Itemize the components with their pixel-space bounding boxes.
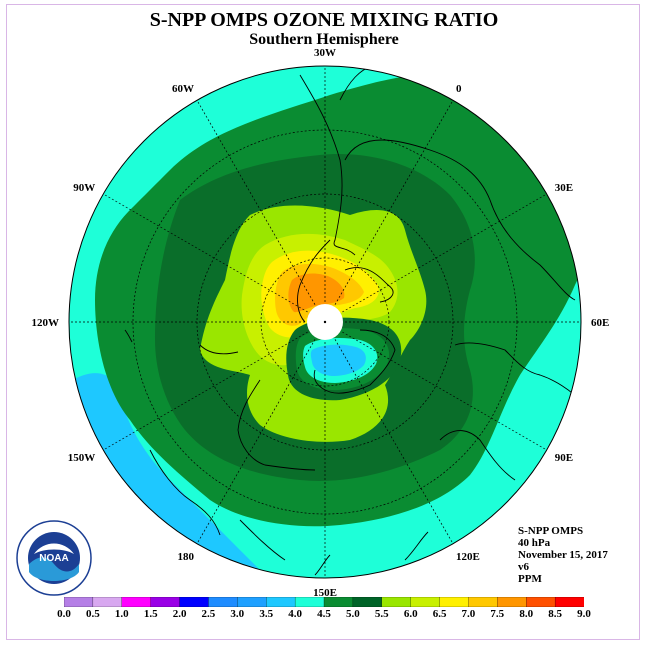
longitude-label: 120W [32, 317, 60, 329]
colorbar-tick-label: 4.0 [288, 608, 302, 620]
longitude-label: 0 [456, 83, 462, 95]
colorbar-tick-label: 5.5 [374, 608, 389, 620]
colorbar-tick-label: 0.5 [86, 608, 100, 620]
longitude-label: 60E [591, 317, 609, 329]
colorbar-swatch [410, 597, 441, 607]
colorbar-swatch [64, 597, 94, 607]
info-version: v6 [518, 561, 529, 573]
colorbar-swatch [150, 597, 181, 607]
meridian-line [196, 100, 326, 323]
meridian-line [324, 100, 454, 323]
colorbar-tick-label: 7.0 [461, 608, 476, 620]
colorbar-tick-label: 3.5 [259, 608, 274, 620]
colorbar-swatch [497, 597, 527, 607]
colorbar-labels: 0.0 0.5 1.0 1.5 2.0 2.5 3.0 3.5 4.0 4.5 5.0 5.5 6.0 6… [0, 608, 648, 622]
colorbar-tick-label: 1.5 [143, 608, 158, 620]
colorbar-tick-label: 9.0 [577, 608, 591, 620]
colorbar-tick-label: 4.5 [317, 608, 331, 620]
logo-wave [29, 557, 79, 581]
logo-bird [34, 543, 74, 554]
colorbar-tick-label: 8.0 [519, 608, 534, 620]
colorbar-swatch [468, 597, 498, 607]
figure-frame [6, 4, 640, 640]
ozone-field [69, 66, 581, 578]
longitude-label: 180 [178, 551, 195, 563]
colorbar-tick-label: 0.0 [57, 608, 71, 620]
ozone-ring-3.0 [310, 344, 366, 376]
info-level: 40 hPa [518, 537, 551, 549]
meridian-line [196, 321, 326, 544]
map-title: S-NPP OMPS OZONE MIXING RATIO [149, 9, 499, 31]
colorbar-tick-label: 1.0 [114, 608, 129, 620]
longitude-label: 90E [555, 452, 573, 464]
colorbar-swatch [294, 597, 325, 607]
colorbar-tick-label: 3.0 [230, 608, 245, 620]
colorbar-swatch [179, 597, 210, 607]
coastlines [124, 66, 581, 576]
colorbar-swatch [92, 597, 123, 607]
colorbar-swatch [526, 597, 556, 607]
longitude-labels: 90W 60W 30W 0 30E 60E 90E 120E 150E 180 150W 120W [32, 47, 610, 599]
map-boundary [68, 65, 582, 579]
colorbar-tick-label: 2.5 [201, 608, 216, 620]
colorbar-tick-label: 5.0 [346, 608, 360, 620]
meridian-line [324, 321, 547, 451]
colorbar-tick-label: 6.0 [403, 608, 418, 620]
longitude-label: 60W [172, 83, 194, 95]
colorbar-swatch [266, 597, 296, 607]
map-subtitle: Southern Hemisphere [249, 31, 399, 48]
meridian-line [103, 193, 326, 323]
meridian-line [103, 321, 326, 451]
colorbar-swatch [439, 597, 470, 607]
noaa-logo: NOAA [16, 520, 92, 596]
info-units: PPM [518, 573, 542, 585]
colorbar-swatch [554, 597, 584, 607]
colorbar-swatch [323, 597, 354, 607]
longitude-label: 120E [456, 551, 480, 563]
longitude-label: 30W [314, 47, 336, 59]
colorbar-swatch [381, 597, 412, 607]
south-pole-marker [323, 320, 327, 324]
longitude-label: 30E [555, 182, 573, 194]
colorbar-tick-label: 8.5 [548, 608, 562, 620]
logo-text: NOAA [39, 553, 68, 564]
longitude-label: 150W [68, 452, 96, 464]
longitude-label: 90W [73, 182, 95, 194]
colorbar-swatch [208, 597, 238, 607]
colorbar-tick-label: 2.0 [172, 608, 187, 620]
colorbar-swatch [237, 597, 267, 607]
colorbar-swatch [121, 597, 152, 607]
colorbar-tick-label: 6.5 [432, 608, 447, 620]
colorbar [64, 597, 584, 607]
info-date: November 15, 2017 [518, 549, 608, 561]
meridian-line [324, 321, 454, 544]
meridian-line [324, 193, 547, 323]
map-info: S-NPP OMPS 40 hPa November 15, 2017 v6 P… [518, 525, 608, 585]
info-instrument: S-NPP OMPS [518, 525, 584, 537]
colorbar-tick-label: 7.5 [490, 608, 505, 620]
longitude-label: 150E [313, 587, 337, 599]
colorbar-swatch [352, 597, 383, 607]
graticule [69, 66, 581, 578]
